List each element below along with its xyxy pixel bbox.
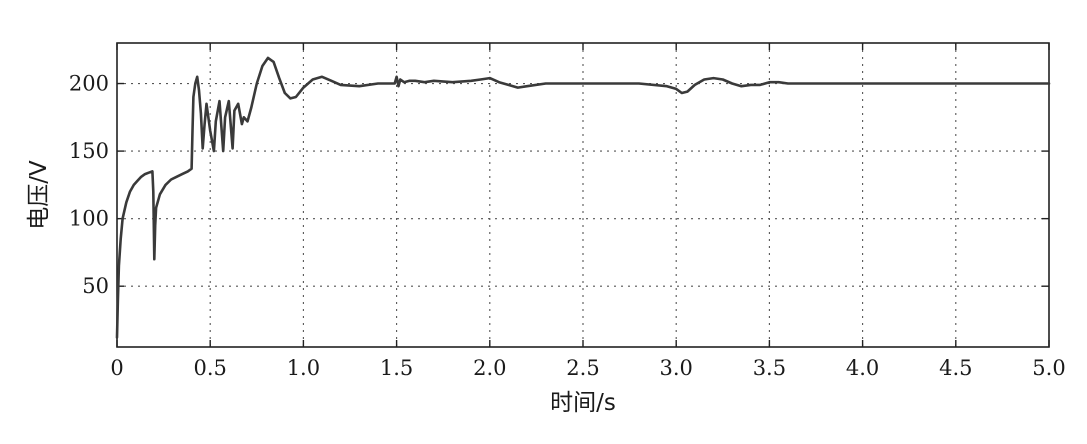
x-tick-label: 2.5 — [566, 356, 599, 380]
x-tick-label: 1.5 — [380, 356, 413, 380]
x-tick-label: 0.5 — [193, 356, 226, 380]
x-tick-label: 4.5 — [939, 356, 972, 380]
y-tick-label: 100 — [69, 207, 109, 231]
y-tick-labels: 50 100 150 200 — [69, 72, 109, 299]
x-tick-label: 3.0 — [659, 356, 692, 380]
x-tick-label: 1.0 — [287, 356, 320, 380]
y-axis-label: 电压/V — [26, 160, 52, 230]
x-tick-label: 0 — [110, 356, 123, 380]
x-tick-labels: 0 0.5 1.0 1.5 2.0 2.5 3.0 3.5 4.0 4.5 5.0 — [110, 356, 1065, 380]
x-axis-label: 时间/s — [550, 390, 616, 416]
x-tick-label: 2.0 — [473, 356, 506, 380]
x-tick-label: 4.0 — [846, 356, 879, 380]
voltage-series-line — [115, 56, 1051, 339]
grid-lines — [117, 43, 1049, 347]
y-tick-label: 50 — [82, 274, 109, 298]
x-tick-label: 3.5 — [753, 356, 786, 380]
x-tick-label: 5.0 — [1032, 356, 1065, 380]
y-tick-label: 200 — [69, 72, 109, 96]
series-layer — [115, 56, 1051, 339]
y-tick-label: 150 — [69, 139, 109, 163]
